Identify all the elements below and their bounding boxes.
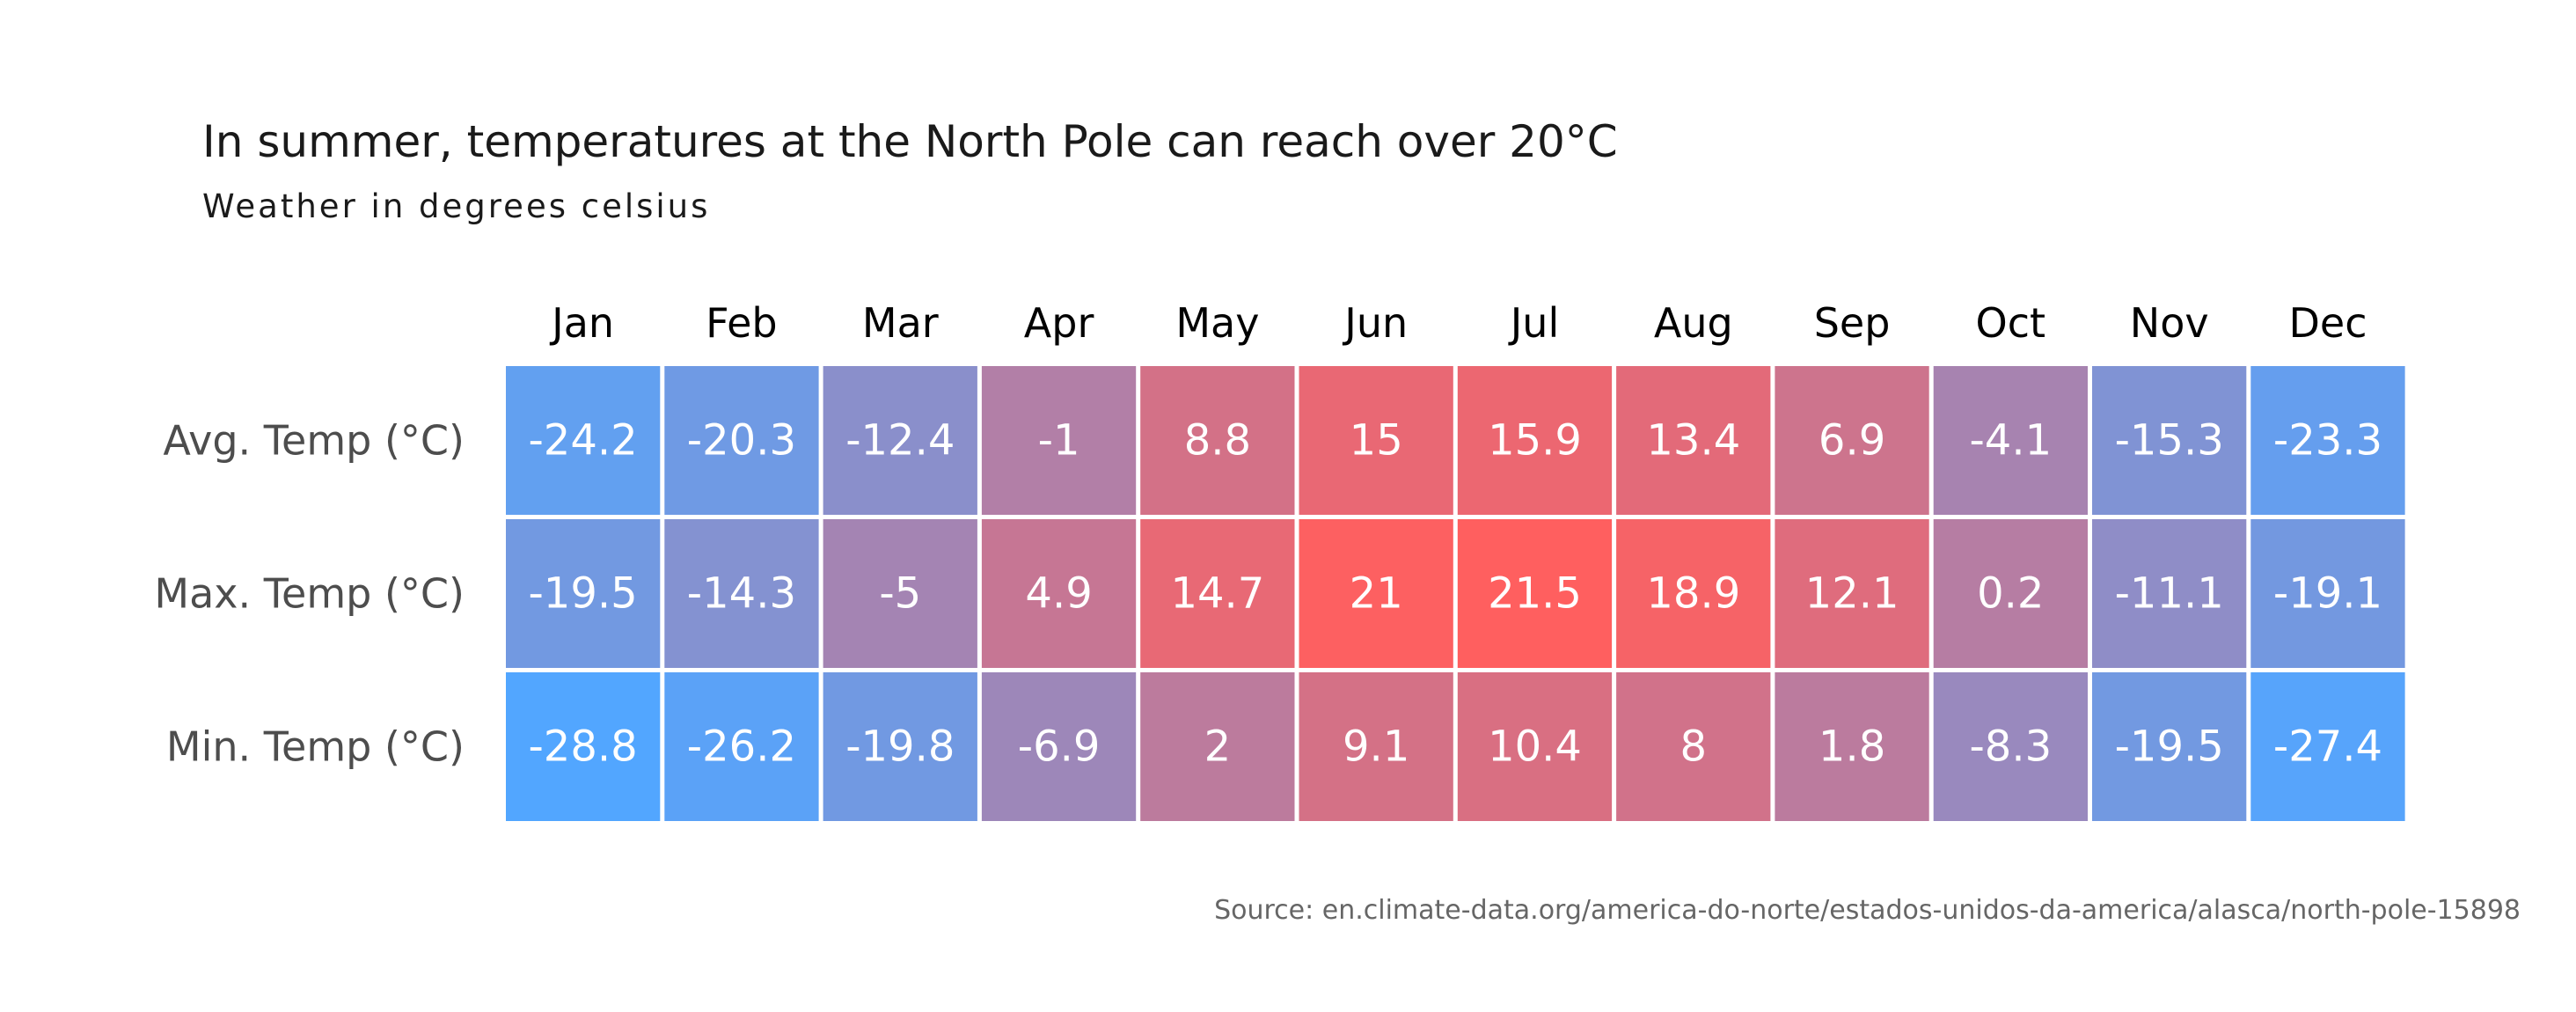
heatmap-cell <box>823 672 977 821</box>
cell-value: 0.2 <box>1977 569 2044 619</box>
heatmap-cell <box>2092 519 2247 668</box>
heatmap-cell <box>664 519 819 668</box>
heatmap-cell <box>1299 366 1453 515</box>
cell-value: 9.1 <box>1343 722 1409 772</box>
cell-value: 8 <box>1680 722 1708 772</box>
heatmap-cell <box>1616 519 1771 668</box>
heatmap-cell <box>506 519 661 668</box>
column-labels: Jan Feb Mar Apr May Jun Jul Aug Sep Oct Nov Dec <box>549 299 2367 347</box>
column-label: Mar <box>862 299 939 347</box>
column-label: Apr <box>1024 299 1094 347</box>
cell-value: 10.4 <box>1488 722 1582 772</box>
cell-value: 14.7 <box>1170 569 1264 619</box>
cell-value: -12.4 <box>845 416 955 466</box>
heatmap-cell <box>2092 672 2247 821</box>
cell-value: -23.3 <box>2273 416 2382 466</box>
cell-value: 2 <box>1204 722 1232 772</box>
cell-value: -20.3 <box>687 416 796 466</box>
row-label: Min. Temp (°C) <box>166 723 465 771</box>
heatmap-cell <box>981 672 1137 821</box>
heatmap-cell <box>2250 519 2405 668</box>
cell-value: -4.1 <box>1969 416 2052 466</box>
heatmap-cell <box>981 366 1137 515</box>
heatmap-cell <box>1140 672 1295 821</box>
cell-value: -8.3 <box>1969 722 2052 772</box>
cell-value: 12.1 <box>1805 569 1899 619</box>
heatmap-cell <box>506 672 661 821</box>
column-label: Sep <box>1814 299 1891 347</box>
column-label: May <box>1175 299 1259 347</box>
heatmap-cell <box>1457 519 1613 668</box>
heatmap-cell <box>1775 672 1929 821</box>
heatmap-cell <box>664 366 819 515</box>
cell-value: 13.4 <box>1646 416 1740 466</box>
heatmap-cell <box>981 519 1137 668</box>
cell-value: -5 <box>879 569 921 619</box>
cell-value: 21.5 <box>1488 569 1582 619</box>
cell-value: 21 <box>1350 569 1403 619</box>
heatmap-cell <box>1299 519 1453 668</box>
heatmap-cell <box>1933 366 2088 515</box>
cell-value: 1.8 <box>1819 722 1885 772</box>
heatmap-cell <box>1933 672 2088 821</box>
column-label: Aug <box>1654 299 1733 347</box>
cell-value: -14.3 <box>687 569 796 619</box>
chart-title: In summer, temperatures at the North Pol… <box>202 116 1618 167</box>
column-label: Jul <box>1508 299 1560 347</box>
chart-subtitle: Weather in degrees celsius <box>202 187 710 225</box>
column-label: Jan <box>549 299 614 347</box>
heatmap-cell <box>823 519 977 668</box>
column-label: Jun <box>1342 299 1408 347</box>
cell-value: -19.1 <box>2273 569 2382 619</box>
heatmap-cell <box>1457 366 1613 515</box>
cell-value: 4.9 <box>1025 569 1092 619</box>
cell-value: -28.8 <box>528 722 637 772</box>
cell-value: -11.1 <box>2115 569 2224 619</box>
cell-value: -1 <box>1038 416 1080 466</box>
column-label: Feb <box>706 299 777 347</box>
heatmap-cell <box>2250 672 2405 821</box>
cell-value: 8.8 <box>1184 416 1251 466</box>
heatmap-cells: -24.2 -20.3 -12.4 -1 8.8 15 15.9 13.4 6.9 -4.1 -15… <box>506 366 2405 821</box>
heatmap-cell <box>1140 519 1295 668</box>
column-label: Dec <box>2288 299 2367 347</box>
heatmap-cell <box>1299 672 1453 821</box>
source-note: Source: en.climate-data.org/america-do-n… <box>1214 895 2521 926</box>
cell-value: -19.8 <box>845 722 955 772</box>
cell-value: -19.5 <box>2115 722 2224 772</box>
heatmap-cell <box>2250 366 2405 515</box>
heatmap-cell <box>2092 366 2247 515</box>
cell-value: -6.9 <box>1018 722 1101 772</box>
cell-value: -26.2 <box>687 722 796 772</box>
heatmap-cell <box>1775 519 1929 668</box>
row-label: Max. Temp (°C) <box>154 570 465 618</box>
cell-value: 6.9 <box>1819 416 1885 466</box>
heatmap-cell <box>1140 366 1295 515</box>
heatmap-cell <box>506 366 661 515</box>
heatmap-cell <box>1457 672 1613 821</box>
column-label: Nov <box>2130 299 2209 347</box>
heatmap-cell <box>823 366 977 515</box>
cell-value: -24.2 <box>528 416 637 466</box>
cell-value: 18.9 <box>1646 569 1740 619</box>
heatmap-cell <box>1775 366 1929 515</box>
heatmap-cell <box>1933 519 2088 668</box>
row-labels: Avg. Temp (°C) Max. Temp (°C) Min. Temp (°… <box>154 417 465 771</box>
heatmap-cell <box>1616 672 1771 821</box>
heatmap-cell <box>1616 366 1771 515</box>
cell-value: 15 <box>1350 416 1403 466</box>
column-label: Oct <box>1976 299 2046 347</box>
cell-value: -27.4 <box>2273 722 2382 772</box>
cell-value: -19.5 <box>528 569 637 619</box>
cell-value: -15.3 <box>2115 416 2224 466</box>
cell-value: 15.9 <box>1488 416 1582 466</box>
row-label: Avg. Temp (°C) <box>163 417 465 465</box>
heatmap-cell <box>664 672 819 821</box>
